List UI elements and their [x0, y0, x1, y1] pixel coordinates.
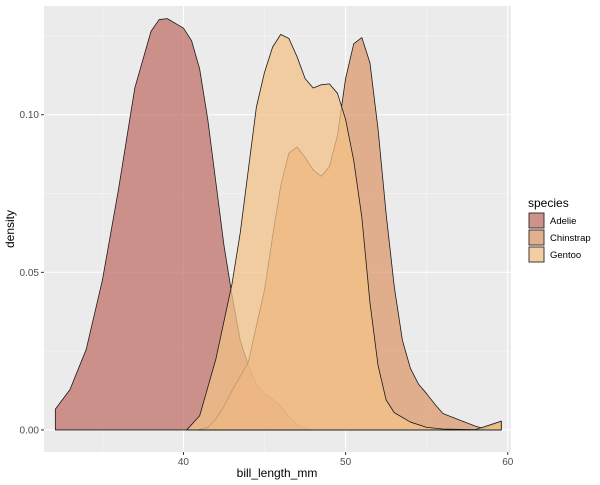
legend-label-chinstrap: Chinstrap [550, 233, 591, 244]
legend-swatch-adelie [528, 212, 545, 229]
y-axis: 0.00 0.05 0.10 [20, 110, 44, 436]
y-tick-label: 0.05 [20, 268, 40, 279]
y-axis-title: density [3, 210, 17, 248]
legend-label-adelie: Adelie [550, 216, 576, 227]
legend-title: species [528, 196, 569, 210]
density-area-gentoo [186, 33, 502, 431]
legend: species Adelie Chinstrap Gentoo [528, 196, 591, 263]
x-tick-label: 40 [178, 457, 190, 468]
x-axis: 40 50 60 [178, 452, 514, 468]
x-tick-label: 60 [502, 457, 514, 468]
legend-swatch-gentoo [528, 246, 545, 263]
density-areas [54, 18, 502, 431]
y-tick-label: 0.00 [20, 425, 40, 436]
legend-swatch-chinstrap [528, 229, 545, 246]
x-tick-label: 50 [340, 457, 352, 468]
x-axis-title: bill_length_mm [237, 466, 318, 480]
legend-label-gentoo: Gentoo [550, 250, 581, 261]
y-tick-label: 0.10 [20, 110, 40, 121]
